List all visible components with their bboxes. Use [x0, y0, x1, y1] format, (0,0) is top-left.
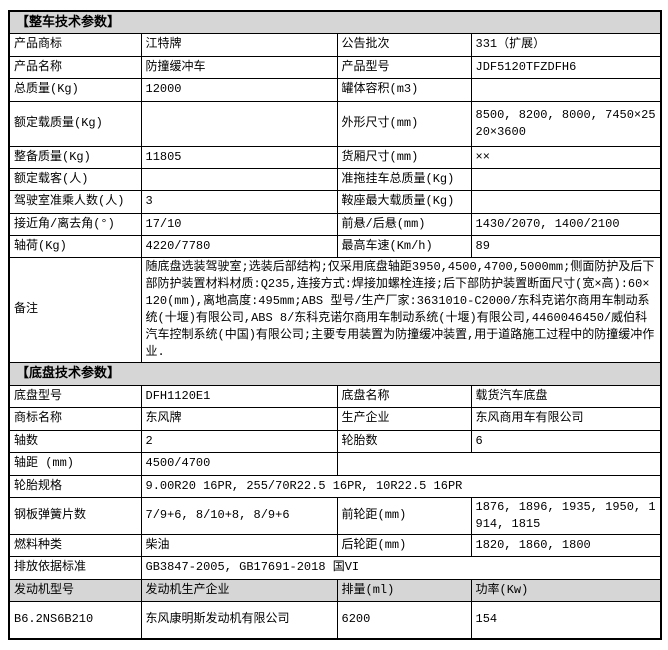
param-value: 6	[470, 429, 662, 453]
engine-model-header: 发动机型号	[8, 578, 142, 602]
param-label: 罐体容积(m3)	[336, 77, 472, 102]
engine-power-value: 154	[470, 600, 662, 640]
param-label: 轴荷(Kg)	[8, 234, 142, 258]
section1-title: 【整车技术参数】	[8, 10, 662, 34]
param-value	[140, 167, 338, 191]
param-label: 产品商标	[8, 32, 142, 57]
engine-displacement-header: 排量(ml)	[336, 578, 472, 602]
row-leaf-springs: 钢板弹簧片数 7/9+6, 8/10+8, 8/9+6 前轮距(mm) 1876…	[8, 496, 662, 535]
param-label: 总质量(Kg)	[8, 77, 142, 102]
param-label: 钢板弹簧片数	[8, 496, 142, 535]
param-label: 准拖挂车总质量(Kg)	[336, 167, 472, 191]
param-value: 防撞缓冲车	[140, 55, 338, 79]
param-label: 轮胎规格	[8, 474, 142, 498]
row-approach-angle: 接近角/离去角(°) 17/10 前悬/后悬(mm) 1430/2070, 14…	[8, 212, 662, 236]
row-axle-count: 轴数 2 轮胎数 6	[8, 429, 662, 453]
param-value: 江特牌	[140, 32, 338, 57]
section1-header-row: 【整车技术参数】	[8, 10, 662, 34]
engine-manufacturer-header: 发动机生产企业	[140, 578, 338, 602]
param-label: 底盘名称	[336, 384, 472, 408]
param-label: 额定载质量(Kg)	[8, 100, 142, 147]
param-value: 东风牌	[140, 406, 338, 431]
param-value: 331（扩展）	[470, 32, 662, 57]
param-label: 最高车速(Km/h)	[336, 234, 472, 258]
param-label: 底盘型号	[8, 384, 142, 408]
param-value: 8500, 8200, 8000, 7450×2520×3600	[470, 100, 662, 147]
row-curb-weight: 整备质量(Kg) 11805 货厢尺寸(mm) ××	[8, 145, 662, 169]
param-label: 额定载客(人)	[8, 167, 142, 191]
param-value: 1430/2070, 1400/2100	[470, 212, 662, 236]
param-label: 鞍座最大载质量(Kg)	[336, 189, 472, 214]
row-product-name: 产品名称 防撞缓冲车 产品型号 JDF5120TFZDFH6	[8, 55, 662, 79]
row-engine-headers: 发动机型号 发动机生产企业 排量(ml) 功率(Kw)	[8, 578, 662, 602]
engine-manufacturer-value: 东风康明斯发动机有限公司	[140, 600, 338, 640]
param-value: 9.00R20 16PR, 255/70R22.5 16PR, 10R22.5 …	[140, 474, 662, 498]
section2-header-row: 【底盘技术参数】	[8, 361, 662, 386]
row-axle-load: 轴荷(Kg) 4220/7780 最高车速(Km/h) 89	[8, 234, 662, 258]
param-label: 轮胎数	[336, 429, 472, 453]
param-label: 产品名称	[8, 55, 142, 79]
param-label: 公告批次	[336, 32, 472, 57]
param-value: 2	[140, 429, 338, 453]
row-cab-passengers: 驾驶室准乘人数(人) 3 鞍座最大载质量(Kg)	[8, 189, 662, 214]
param-label: 整备质量(Kg)	[8, 145, 142, 169]
row-rated-passengers: 额定载客(人) 准拖挂车总质量(Kg)	[8, 167, 662, 191]
param-label: 轴数	[8, 429, 142, 453]
param-value: 7/9+6, 8/10+8, 8/9+6	[140, 496, 338, 535]
param-label: 后轮距(mm)	[336, 533, 472, 557]
param-label: 接近角/离去角(°)	[8, 212, 142, 236]
row-product-brand: 产品商标 江特牌 公告批次 331（扩展）	[8, 32, 662, 57]
param-label: 前悬/后悬(mm)	[336, 212, 472, 236]
param-label: 前轮距(mm)	[336, 496, 472, 535]
row-emission-standard: 排放依据标准 GB3847-2005, GB17691-2018 国VI	[8, 555, 662, 580]
row-fuel-type: 燃料种类 柴油 后轮距(mm) 1820, 1860, 1800	[8, 533, 662, 557]
row-rated-load: 额定载质量(Kg) 外形尺寸(mm) 8500, 8200, 8000, 745…	[8, 100, 662, 147]
param-label: 轴距 (mm)	[8, 451, 142, 476]
param-label: 产品型号	[336, 55, 472, 79]
param-value: ××	[470, 145, 662, 169]
engine-power-header: 功率(Kw)	[470, 578, 662, 602]
engine-model-value: B6.2NS6B210	[8, 600, 142, 640]
param-value: 1876, 1896, 1935, 1950, 1914, 1815	[470, 496, 662, 535]
param-value: 12000	[140, 77, 338, 102]
remarks-label: 备注	[8, 256, 142, 363]
param-label: 驾驶室准乘人数(人)	[8, 189, 142, 214]
param-label: 外形尺寸(mm)	[336, 100, 472, 147]
param-value: 柴油	[140, 533, 338, 557]
row-remarks: 备注 随底盘选装驾驶室;选装后部结构;仅采用底盘轴距3950,4500,4700…	[8, 256, 662, 363]
param-value	[470, 167, 662, 191]
param-value: 1820, 1860, 1800	[470, 533, 662, 557]
row-total-mass: 总质量(Kg) 12000 罐体容积(m3)	[8, 77, 662, 102]
empty-cell	[336, 451, 662, 476]
param-value: 17/10	[140, 212, 338, 236]
vehicle-spec-table: 【整车技术参数】 产品商标 江特牌 公告批次 331（扩展） 产品名称 防撞缓冲…	[8, 10, 663, 640]
param-value: GB3847-2005, GB17691-2018 国VI	[140, 555, 662, 580]
row-wheelbase: 轴距 (mm) 4500/4700	[8, 451, 662, 476]
row-tire-spec: 轮胎规格 9.00R20 16PR, 255/70R22.5 16PR, 10R…	[8, 474, 662, 498]
param-value: JDF5120TFZDFH6	[470, 55, 662, 79]
param-value: 3	[140, 189, 338, 214]
param-value: 4500/4700	[140, 451, 338, 476]
param-label: 排放依据标准	[8, 555, 142, 580]
param-label: 生产企业	[336, 406, 472, 431]
param-value: 东风商用车有限公司	[470, 406, 662, 431]
row-chassis-brand: 商标名称 东风牌 生产企业 东风商用车有限公司	[8, 406, 662, 431]
param-value: 载货汽车底盘	[470, 384, 662, 408]
param-value: 4220/7780	[140, 234, 338, 258]
param-label: 货厢尺寸(mm)	[336, 145, 472, 169]
param-value: 89	[470, 234, 662, 258]
remarks-text: 随底盘选装驾驶室;选装后部结构;仅采用底盘轴距3950,4500,4700,50…	[140, 256, 662, 363]
param-label: 燃料种类	[8, 533, 142, 557]
engine-displacement-value: 6200	[336, 600, 472, 640]
param-label: 商标名称	[8, 406, 142, 431]
param-value	[470, 189, 662, 214]
param-value: DFH1120E1	[140, 384, 338, 408]
param-value: 11805	[140, 145, 338, 169]
param-value	[140, 100, 338, 147]
param-value	[470, 77, 662, 102]
row-engine-values: B6.2NS6B210 东风康明斯发动机有限公司 6200 154	[8, 600, 662, 640]
row-chassis-model: 底盘型号 DFH1120E1 底盘名称 载货汽车底盘	[8, 384, 662, 408]
section2-title: 【底盘技术参数】	[8, 361, 662, 386]
